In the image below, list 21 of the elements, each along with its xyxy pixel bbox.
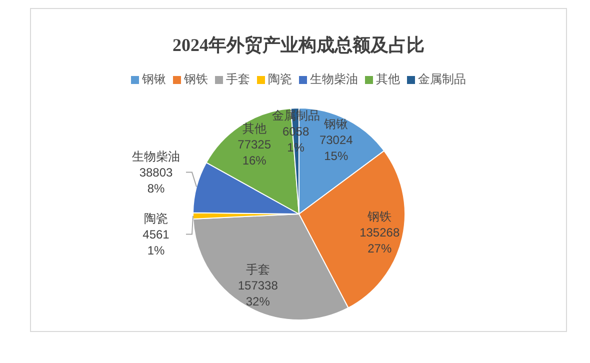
data-label: 38803 8% bbox=[139, 165, 174, 196]
data-label: 135268 27% bbox=[360, 225, 400, 256]
slice-label: 陶瓷 bbox=[144, 211, 168, 226]
slice-label: 钢锹 bbox=[323, 117, 348, 132]
slice-label: 其他 bbox=[242, 121, 266, 136]
legend-label: 钢锹 bbox=[142, 71, 166, 88]
slice-label: 手套 bbox=[246, 262, 270, 277]
legend-label: 钢铁 bbox=[184, 71, 208, 88]
data-label: 77325 16% bbox=[238, 137, 272, 168]
data-label: 4561 1% bbox=[142, 227, 170, 258]
data-label: 6058 1% bbox=[282, 124, 310, 154]
data-label: 73024 15% bbox=[319, 133, 354, 164]
slice-label: 生物柴油 bbox=[132, 149, 180, 164]
legend-label: 生物柴油 bbox=[310, 71, 358, 88]
legend-label: 手套 bbox=[226, 71, 250, 88]
data-label: 157338 32% bbox=[238, 278, 278, 309]
legend-label: 陶瓷 bbox=[268, 71, 292, 88]
legend-label: 金属制品 bbox=[418, 71, 466, 88]
chart-title: 2024年外贸产业构成总额及占比 bbox=[172, 34, 426, 57]
legend-label: 其他 bbox=[376, 71, 400, 88]
slice-label: 钢铁 bbox=[366, 209, 392, 224]
